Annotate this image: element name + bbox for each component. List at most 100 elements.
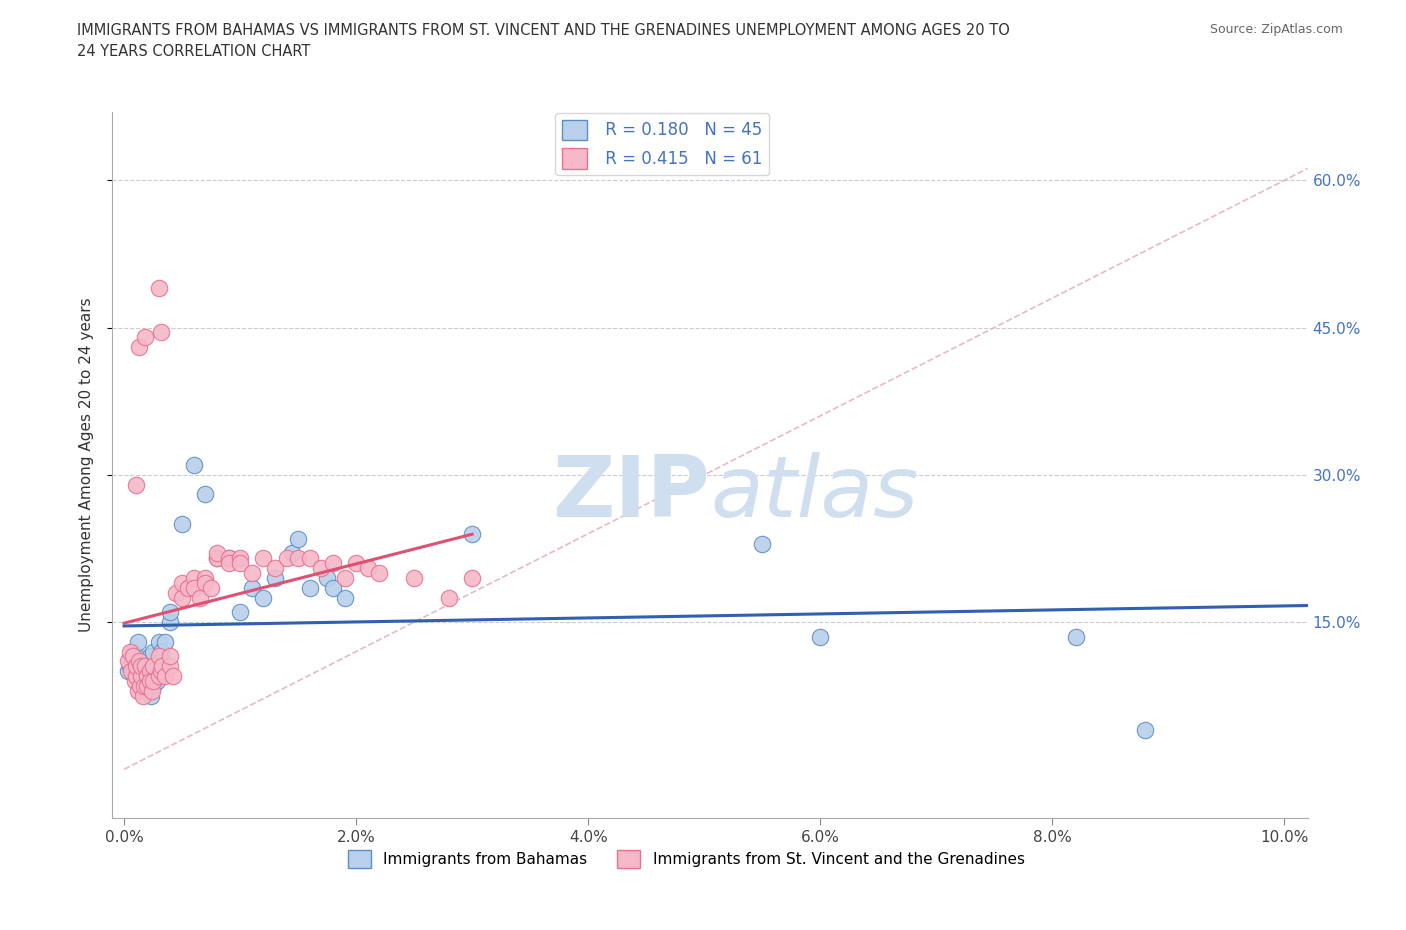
- Point: [322, 556, 344, 571]
- Point: [127, 634, 149, 649]
- Point: [172, 516, 194, 531]
- Point: [128, 673, 150, 688]
- Point: [368, 565, 391, 580]
- Point: [461, 526, 484, 541]
- Point: [1064, 630, 1087, 644]
- Point: [142, 658, 165, 673]
- Point: [136, 664, 159, 679]
- Point: [281, 546, 304, 561]
- Point: [808, 630, 831, 644]
- Point: [145, 673, 167, 688]
- Point: [128, 339, 150, 354]
- Point: [148, 664, 170, 679]
- Point: [264, 570, 287, 585]
- Point: [205, 551, 228, 565]
- Point: [194, 570, 217, 585]
- Point: [148, 649, 170, 664]
- Point: [118, 644, 141, 659]
- Point: [298, 551, 321, 565]
- Point: [276, 551, 298, 565]
- Point: [142, 679, 165, 694]
- Point: [344, 556, 367, 571]
- Point: [194, 487, 217, 502]
- Point: [134, 669, 156, 684]
- Point: [134, 330, 156, 345]
- Point: [138, 649, 160, 664]
- Point: [124, 673, 146, 688]
- Point: [437, 591, 460, 605]
- Point: [118, 658, 141, 673]
- Point: [122, 649, 145, 664]
- Point: [125, 649, 148, 664]
- Point: [333, 570, 356, 585]
- Point: [240, 565, 263, 580]
- Point: [322, 580, 344, 595]
- Point: [218, 551, 240, 565]
- Point: [150, 658, 173, 673]
- Point: [183, 570, 205, 585]
- Point: [117, 654, 139, 669]
- Point: [125, 669, 148, 684]
- Point: [229, 604, 252, 619]
- Point: [404, 570, 426, 585]
- Legend: Immigrants from Bahamas, Immigrants from St. Vincent and the Grenadines: Immigrants from Bahamas, Immigrants from…: [342, 844, 1031, 874]
- Point: [287, 531, 309, 546]
- Point: [333, 591, 356, 605]
- Point: [131, 669, 153, 684]
- Point: [125, 477, 148, 492]
- Point: [194, 576, 217, 591]
- Point: [172, 591, 194, 605]
- Point: [132, 654, 155, 669]
- Point: [138, 673, 160, 688]
- Point: [200, 580, 222, 595]
- Point: [150, 326, 173, 340]
- Point: [159, 649, 181, 664]
- Point: [139, 688, 162, 703]
- Point: [252, 551, 274, 565]
- Text: IMMIGRANTS FROM BAHAMAS VS IMMIGRANTS FROM ST. VINCENT AND THE GRENADINES UNEMPL: IMMIGRANTS FROM BAHAMAS VS IMMIGRANTS FR…: [77, 23, 1010, 38]
- Point: [128, 654, 150, 669]
- Y-axis label: Unemployment Among Ages 20 to 24 years: Unemployment Among Ages 20 to 24 years: [79, 298, 94, 632]
- Point: [148, 281, 170, 296]
- Point: [298, 580, 321, 595]
- Point: [150, 664, 173, 679]
- Point: [136, 684, 159, 698]
- Point: [240, 580, 263, 595]
- Point: [132, 679, 155, 694]
- Point: [162, 669, 184, 684]
- Point: [122, 644, 145, 659]
- Point: [159, 658, 181, 673]
- Point: [134, 658, 156, 673]
- Point: [148, 634, 170, 649]
- Point: [148, 669, 170, 684]
- Point: [136, 669, 159, 684]
- Point: [131, 658, 153, 673]
- Point: [218, 551, 240, 565]
- Point: [120, 664, 142, 679]
- Point: [1133, 723, 1156, 737]
- Point: [311, 561, 333, 576]
- Point: [357, 561, 380, 576]
- Point: [131, 658, 153, 673]
- Point: [316, 570, 339, 585]
- Text: Source: ZipAtlas.com: Source: ZipAtlas.com: [1209, 23, 1343, 36]
- Point: [142, 644, 165, 659]
- Point: [229, 551, 252, 565]
- Point: [165, 585, 187, 600]
- Point: [177, 580, 200, 595]
- Text: 24 YEARS CORRELATION CHART: 24 YEARS CORRELATION CHART: [77, 44, 311, 59]
- Point: [127, 684, 149, 698]
- Point: [188, 591, 211, 605]
- Point: [172, 576, 194, 591]
- Point: [264, 561, 287, 576]
- Point: [138, 664, 160, 679]
- Point: [117, 664, 139, 679]
- Text: ZIP: ZIP: [553, 452, 710, 535]
- Point: [141, 684, 163, 698]
- Point: [287, 551, 309, 565]
- Point: [145, 669, 167, 684]
- Point: [159, 615, 181, 630]
- Point: [150, 654, 173, 669]
- Point: [183, 580, 205, 595]
- Point: [142, 673, 165, 688]
